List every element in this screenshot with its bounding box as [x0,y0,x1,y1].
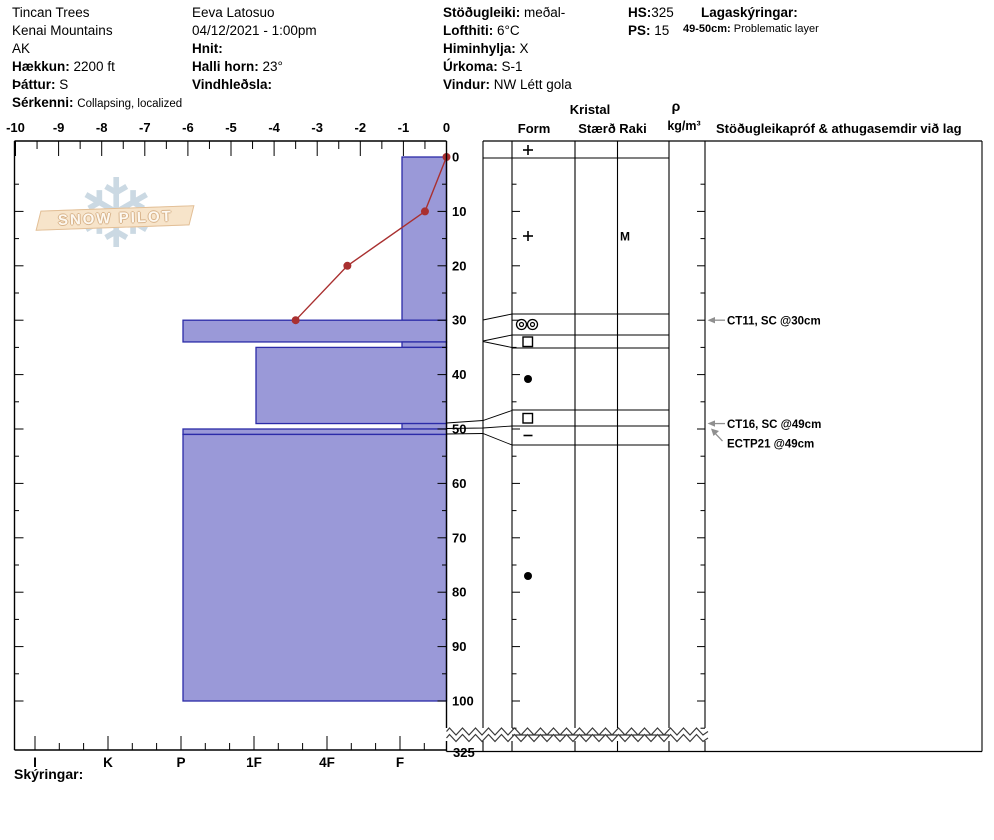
svg-text:kg/m³: kg/m³ [667,119,700,133]
svg-text:80: 80 [452,585,466,600]
svg-text:100: 100 [452,694,474,709]
air-temp-field: Lofthiti: 6°C [443,23,520,38]
svg-text:4F: 4F [319,755,335,770]
svg-text:-1: -1 [398,120,410,135]
svg-text:CT16, SC @49cm: CT16, SC @49cm [727,419,821,431]
svg-text:10: 10 [452,204,466,219]
svg-text:Stöðugleikapróf & athugasemdir: Stöðugleikapróf & athugasemdir við lag [716,121,962,136]
header-layer-notes-column: Lagaskýringar: 49-50cm: Problematic laye… [683,4,837,36]
svg-text:30: 30 [452,313,466,328]
snowpilot-watermark: ❄ SNOW PILOT [35,161,206,268]
svg-text:I: I [33,755,37,770]
svg-text:40: 40 [452,367,466,382]
sky-cover-field: Himinhylja: X [443,41,529,56]
stability-field: Stöðugleiki: meðal- [443,5,566,20]
slope-angle-field: Halli horn: 23° [192,59,283,74]
svg-text:CT11, SC @30cm: CT11, SC @30cm [727,316,821,328]
range-name: Kenai Mountains [12,23,113,38]
svg-text:-7: -7 [139,120,151,135]
wind-field: Vindur: NW Létt gola [443,77,572,92]
svg-text:ECTP21 @49cm: ECTP21 @49cm [727,439,814,451]
svg-text:F: F [396,755,404,770]
precipitation-field: Úrkoma: S-1 [443,59,523,74]
ps-field: PS: 15 [628,23,670,38]
svg-text:-8: -8 [96,120,108,135]
svg-text:325: 325 [453,745,475,760]
hs-field: HS:325 [628,5,674,20]
legend-label: Skýringar: [14,766,84,782]
svg-text:1F: 1F [246,755,262,770]
svg-text:ρ: ρ [672,98,681,114]
wind-loading-field: Vindhleðsla: [192,77,273,92]
svg-text:-10: -10 [6,120,25,135]
svg-text:-3: -3 [311,120,323,135]
svg-text:Raki: Raki [619,121,646,136]
svg-text:0: 0 [443,120,450,135]
svg-text:20: 20 [452,258,466,273]
svg-text:60: 60 [452,476,466,491]
svg-text:Form: Form [518,121,551,136]
svg-text:K: K [103,755,113,770]
coordinates-field: Hnit: [192,41,223,56]
elevation-field: Hækkun: 2200 ft [12,59,115,74]
observation-datetime: 04/12/2021 - 1:00pm [192,23,317,38]
site-name: Tincan Trees [12,5,90,20]
header-observer-column: Eeva Latosuo 04/12/2021 - 1:00pm Hnit: H… [192,4,317,94]
svg-text:90: 90 [452,639,466,654]
svg-text:-4: -4 [268,120,280,135]
features-field: Sérkenni: Collapsing, localized [12,95,183,110]
layer-notes-title: Lagaskýringar: [701,5,798,20]
header-depth-column: HS:325 PS: 15 [628,4,674,40]
observer-name: Eeva Latosuo [192,5,275,20]
header-weather-column: Stöðugleiki: meðal- Lofthiti: 6°C Himinh… [443,4,572,94]
svg-text:-5: -5 [225,120,237,135]
state-name: AK [12,41,31,56]
svg-text:-2: -2 [355,120,367,135]
header-location-column: Tincan Trees Kenai Mountains AK Hækkun: … [12,4,182,113]
aspect-field: Þáttur: S [12,77,69,92]
svg-text:Kristal: Kristal [570,102,610,117]
svg-text:-9: -9 [53,120,65,135]
svg-text:Stærð: Stærð [578,121,616,136]
svg-text:-6: -6 [182,120,194,135]
svg-text:0: 0 [452,150,459,165]
svg-text:P: P [176,755,185,770]
layer-note-1: 49-50cm: Problematic layer [683,23,819,35]
svg-text:70: 70 [452,530,466,545]
svg-text:50: 50 [452,422,466,437]
svg-text:M: M [620,230,630,244]
